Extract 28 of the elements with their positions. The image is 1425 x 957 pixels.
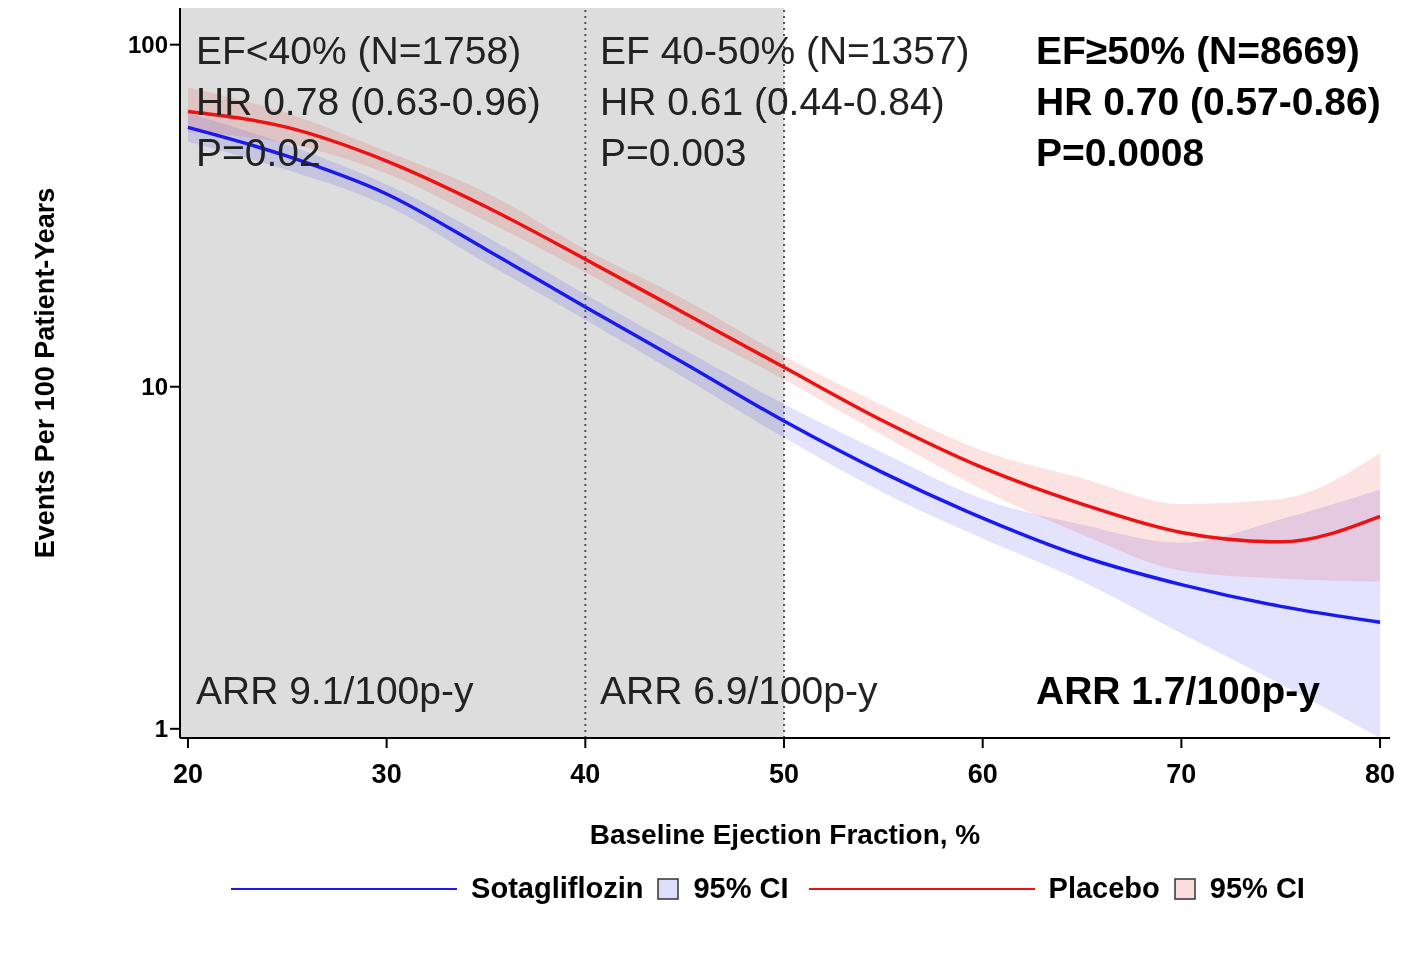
annotation: P=0.003 (600, 130, 747, 176)
annotation: ARR 6.9/100p-y (600, 668, 878, 714)
x-tick-label: 60 (967, 759, 998, 790)
legend-label: Sotagliflozin (471, 872, 644, 905)
line-series (186, 125, 1382, 624)
x-axis-title: Baseline Ejection Fraction, % (589, 819, 981, 850)
x-tick-label: 40 (570, 759, 601, 790)
annotation: P=0.0008 (1036, 130, 1205, 176)
annotation: ARR 1.7/100p-y (1036, 668, 1320, 714)
legend-label: Placebo (1048, 872, 1160, 905)
annotation: ARR 9.1/100p-y (196, 668, 474, 714)
text: 95% CI (1209, 872, 1305, 905)
text: 95% CI (693, 872, 789, 905)
annotation: EF<40% (N=1758) (196, 28, 522, 74)
y-axis-title: Events Per 100 Patient-Years (29, 187, 60, 559)
annotation: HR 0.78 (0.63-0.96) (196, 79, 541, 125)
y-tick-label: 1 (154, 715, 168, 743)
x-tick-label: 80 (1365, 759, 1396, 790)
y-tick-label: 100 (127, 31, 168, 59)
annotation: HR 0.61 (0.44-0.84) (600, 79, 945, 125)
annotation: EF≥50% (N=8669) (1036, 28, 1360, 74)
annotation: EF 40-50% (N=1357) (600, 28, 970, 74)
y-tick-label: 10 (141, 373, 168, 401)
x-tick-label: 20 (172, 759, 203, 790)
x-tick-label: 50 (768, 759, 800, 790)
x-tick-label: 70 (1166, 759, 1197, 790)
annotation: HR 0.70 (0.57-0.86) (1036, 79, 1381, 125)
x-tick-label: 30 (371, 759, 402, 790)
